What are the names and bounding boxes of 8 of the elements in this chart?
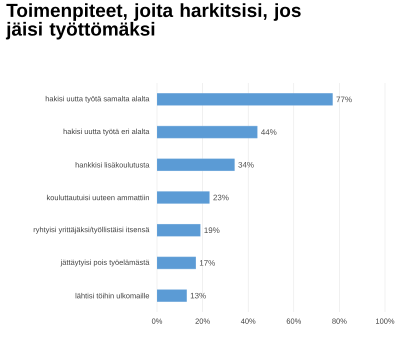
- bar: [157, 158, 235, 171]
- bar: [157, 191, 210, 204]
- chart-title: Toimenpiteet, joita harkitsisi, jos jäisi työttömäksi: [6, 3, 301, 40]
- bar: [157, 289, 187, 302]
- bar: [157, 126, 258, 138]
- bar: [157, 93, 333, 106]
- bar: [157, 256, 196, 270]
- bar: [157, 224, 201, 236]
